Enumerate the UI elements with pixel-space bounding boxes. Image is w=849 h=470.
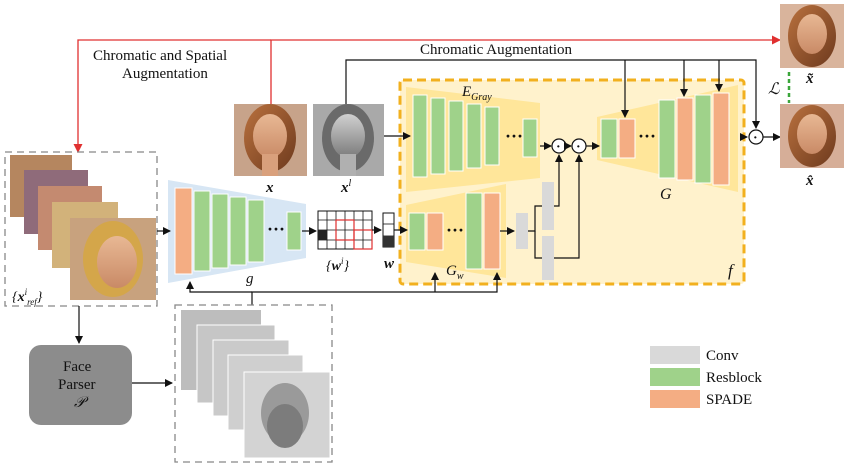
e-gray-resblock <box>522 118 538 158</box>
legend-label-spade: SPADE <box>706 392 752 408</box>
gw-resblock <box>465 192 483 270</box>
g-resblock <box>658 99 676 179</box>
x-label: x <box>265 180 274 196</box>
legend-label-resblock: Resblock <box>706 370 762 386</box>
w-vector-cell <box>383 236 394 247</box>
legend-label-conv: Conv <box>706 348 739 364</box>
g-resblock <box>247 199 265 263</box>
face-parser-label: Face <box>63 359 92 375</box>
g-spade <box>712 92 730 186</box>
f-label: f <box>728 261 735 280</box>
g-spade <box>174 187 193 275</box>
ref-photo-stack <box>10 155 156 300</box>
e-gray-resblock <box>484 106 500 166</box>
g-dots: ··· <box>638 126 656 146</box>
chromatic-aug-label: Chromatic Augmentation <box>420 42 573 58</box>
w-label: w <box>384 256 395 272</box>
op-dot: · <box>576 140 581 155</box>
chromatic-aug-line <box>345 59 760 129</box>
gw-spade <box>426 212 444 251</box>
e-gray-resblock <box>412 94 428 178</box>
conv-block <box>542 236 554 280</box>
arrow <box>534 231 542 259</box>
e-gray-resblock <box>430 97 446 175</box>
input-photo-xl <box>313 104 384 176</box>
e-gray-resblock <box>448 100 464 172</box>
arrow <box>528 205 542 232</box>
input-photo-x <box>234 104 307 176</box>
g-decoder-label: G <box>660 186 672 203</box>
gw-label: Gw <box>446 263 464 282</box>
e-gray-resblock <box>466 103 482 169</box>
g-spade <box>618 118 636 159</box>
feedback-line <box>186 281 252 293</box>
output-photo-x-hat <box>780 104 844 168</box>
chromatic-spatial-label: Chromatic and Spatial <box>93 48 227 64</box>
gw-dots: ··· <box>446 220 464 240</box>
g-resblock <box>600 118 618 159</box>
op-dot: · <box>556 140 561 155</box>
xl-label: xl <box>340 178 352 196</box>
legend-swatch-conv <box>650 346 700 364</box>
wi-grid <box>317 210 373 250</box>
arrow <box>554 154 583 259</box>
chromatic-spatial-label: Augmentation <box>122 66 208 82</box>
e-gray-dots: ··· <box>505 126 523 146</box>
g-spade <box>676 97 694 181</box>
feedback-line <box>251 272 501 305</box>
conv-block <box>516 213 528 249</box>
x-tilde-label: x̃ <box>805 71 814 87</box>
face-parser-box <box>29 345 132 425</box>
loss-label: ℒ <box>768 81 780 98</box>
legend-swatch-spade <box>650 390 700 408</box>
arrow <box>554 154 563 207</box>
g-resblock <box>211 193 229 269</box>
op-dot: · <box>753 131 758 146</box>
parse-map-box <box>174 304 333 463</box>
legend-swatch-resblock <box>650 368 700 386</box>
face-parser-label: Parser <box>58 377 96 393</box>
g-resblock <box>694 94 712 184</box>
e-gray-label: EGray <box>461 84 492 103</box>
conv-block <box>542 182 554 230</box>
ref-stack-box <box>4 151 158 307</box>
g-resblock <box>229 196 247 266</box>
g-encoder-label: g <box>246 271 254 287</box>
g-resblock <box>286 211 302 251</box>
parse-map-stack <box>181 310 331 459</box>
wi-label: {wi} <box>326 256 349 274</box>
gw-spade <box>483 192 501 270</box>
xref-label: {xiref} <box>12 287 43 307</box>
x-hat-label: x̂ <box>805 173 814 189</box>
output-photo-x-tilde <box>780 4 844 68</box>
g-resblock <box>193 190 211 272</box>
red-aug-line <box>73 39 271 153</box>
gw-resblock <box>408 212 426 251</box>
g-encoder-dots: ··· <box>267 219 285 239</box>
